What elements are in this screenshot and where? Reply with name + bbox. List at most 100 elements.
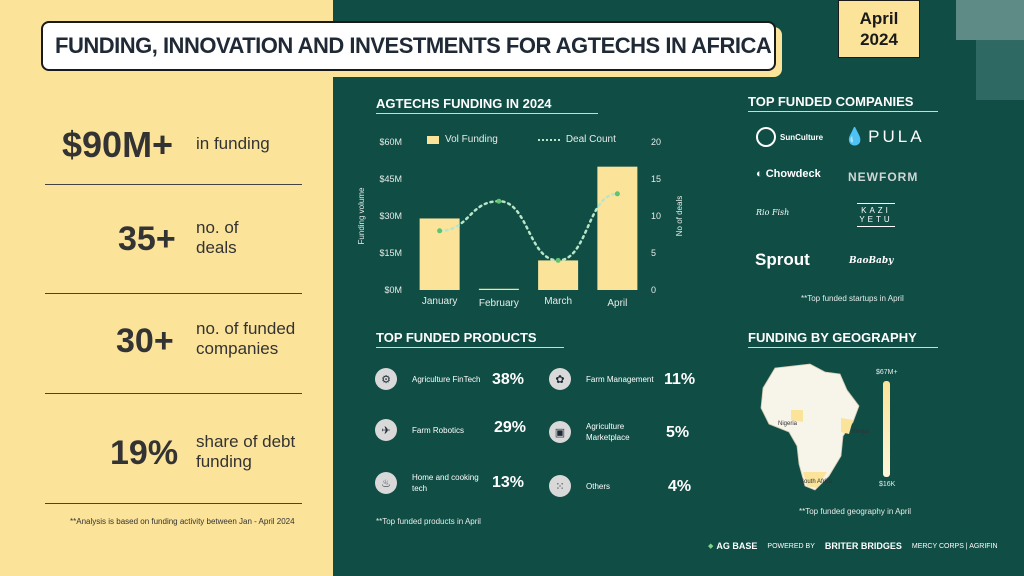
south-africa-region (803, 472, 827, 488)
sunculture-ring-icon (756, 127, 776, 147)
company-logo-baobaby: BaoBaby (849, 256, 894, 266)
date-month: April (859, 9, 899, 28)
marketplace-icon: ▣ (549, 421, 571, 443)
y2-tick-label: 10 (651, 211, 661, 221)
fintech-icon: ⚙ (375, 368, 397, 390)
cooking-icon: ♨ (375, 472, 397, 494)
legend-label-deals: Deal Count (565, 134, 616, 145)
analysis-note: **Analysis is based on funding activity … (70, 517, 295, 526)
bar-march (538, 260, 579, 290)
product-pct: 13% (492, 474, 525, 491)
agbase-logo: ◆ AG BASE (708, 541, 757, 551)
product-label: Home and cooking tech (412, 473, 479, 493)
company-logo-kaziyetu: KAZI YETU (857, 203, 895, 227)
others-icon: ⁙ (549, 475, 571, 497)
africa-shape (760, 363, 860, 491)
chowdeck-icon: ◐ (756, 168, 763, 180)
nigeria-region (791, 410, 803, 422)
kenya-region (841, 418, 853, 434)
product-item: ▣ Agriculture Marketplace (549, 421, 661, 443)
company-name: PULA (868, 127, 925, 146)
y-axis-label: Funding volume (357, 187, 366, 244)
partner-briter: BRITER BRIDGES (824, 541, 902, 551)
y2-tick-label: 20 (651, 137, 661, 147)
title-banner: FUNDING, INNOVATION AND INVESTMENTS FOR … (41, 21, 776, 71)
y2-tick-label: 0 (651, 285, 656, 295)
product-item: ⚙ Agriculture FinTech (375, 368, 487, 390)
company-logo-riofish: Rio Fish (756, 208, 790, 217)
deal-count-line (438, 192, 619, 262)
product-pct: 29% (494, 419, 527, 436)
geo-label-nigeria: Nigeria (778, 421, 798, 427)
geo-scale-bar (883, 381, 890, 477)
stat-label-2: funding (196, 452, 252, 471)
divider (45, 184, 302, 185)
stat-label-1: no. of funded (196, 319, 296, 338)
stat-value: 19% (110, 434, 179, 472)
company-logo-newform: NEWFORM (848, 170, 919, 184)
x-tick-label: February (479, 298, 519, 309)
corner-decoration-2 (976, 40, 1024, 100)
product-item: ♨ Home and cooking tech (375, 472, 487, 494)
bar-february (478, 288, 519, 290)
product-item: ✿ Farm Management (549, 368, 661, 390)
date-year: 2024 (860, 30, 898, 49)
funding-chart: $0M $15M $30M $45M $60M 0 5 10 15 20 Funding volum… (357, 137, 684, 309)
stat-label-1: share of debt (196, 432, 296, 451)
chart-legend: Vol Funding Deal Count (427, 134, 616, 145)
left-stats-panel (0, 0, 333, 576)
legend-swatch-deals (537, 138, 560, 141)
geo-note: **Top funded geography in April (799, 507, 912, 516)
products-note: **Top funded products in April (376, 517, 481, 526)
company-name: SunCulture (780, 132, 824, 142)
divider (45, 503, 302, 504)
divider (45, 393, 302, 394)
deal-point-april (614, 191, 620, 197)
geo-label-kenya: Kenya (852, 429, 870, 435)
deal-point-january (437, 228, 443, 234)
geo-label-south-africa: South Africa (800, 479, 833, 485)
robotics-icon: ✈ (375, 419, 397, 441)
africa-map (760, 363, 860, 491)
chart-section-title: AGTECHS FUNDING IN 2024 (376, 96, 598, 114)
product-pct: 4% (668, 478, 692, 495)
geo-scale-max: $67M+ (876, 369, 898, 376)
bar-april (597, 166, 638, 290)
stat-value: 30+ (116, 322, 174, 360)
footer: ◆ AG BASE POWERED BY BRITER BRIDGES MERCY… (708, 541, 998, 551)
divider (45, 293, 302, 294)
deal-point-march (555, 257, 561, 263)
powered-by-label: POWERED BY (767, 542, 815, 550)
geo-section-title: FUNDING BY GEOGRAPHY (748, 330, 938, 348)
brand-name: AG BASE (716, 541, 758, 551)
product-label: Farm Management (586, 374, 654, 384)
product-pct: 11% (664, 371, 696, 388)
stat-label-1: no. of (196, 218, 239, 237)
x-tick-label: April (607, 298, 627, 309)
legend-label-funding: Vol Funding (445, 134, 498, 145)
product-item: ⁙ Others (549, 475, 661, 497)
product-label: Farm Robotics (412, 425, 465, 435)
date-badge: April 2024 (838, 0, 920, 58)
farm-management-icon: ✿ (549, 368, 571, 390)
y-tick-label: $60M (379, 137, 402, 147)
y-tick-label: $15M (379, 248, 402, 258)
company-logo-sprout: Sprout (755, 250, 810, 269)
stat-value: 35+ (118, 220, 176, 258)
page-title: FUNDING, INNOVATION AND INVESTMENTS FOR … (55, 33, 772, 58)
y-tick-label: $0M (384, 285, 402, 295)
y2-tick-label: 15 (651, 174, 661, 184)
legend-swatch-funding (427, 135, 439, 144)
y-tick-label: $30M (379, 211, 402, 221)
product-item: ✈ Farm Robotics (375, 419, 487, 441)
y2-axis-label: No of deals (675, 196, 684, 236)
y-tick-label: $45M (379, 174, 402, 184)
product-pct: 5% (666, 424, 690, 441)
company-logo-sunculture: SunCulture (756, 127, 823, 147)
stat-label-2: companies (196, 339, 279, 358)
company-logo-chowdeck: ◐ Chowdeck (756, 168, 821, 180)
partner-mercy: MERCY CORPS | AGRIFIN (911, 542, 998, 550)
companies-section-title: TOP FUNDED COMPANIES (748, 94, 938, 112)
agbase-leaf-icon: ◆ (708, 543, 714, 550)
product-pct: 38% (492, 371, 525, 388)
